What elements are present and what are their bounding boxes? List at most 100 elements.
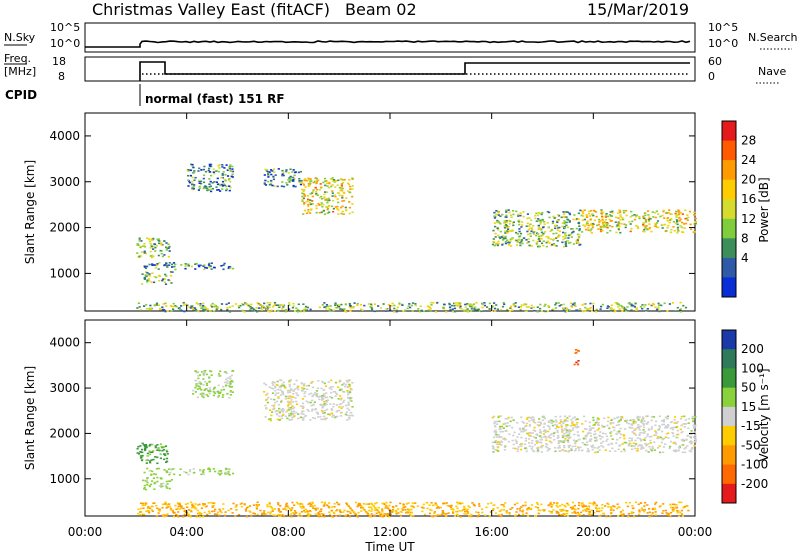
- velocity-cell: [529, 507, 533, 510]
- power-cell: [339, 187, 342, 190]
- power-cell: [161, 278, 165, 281]
- velocity-cell: [202, 503, 205, 505]
- power-cell: [326, 198, 329, 200]
- velocity-cell: [617, 421, 620, 424]
- frequency-panel: [84, 56, 696, 82]
- velocity-cell: [314, 509, 318, 511]
- power-cell: [192, 166, 195, 169]
- velocity-cell: [576, 434, 579, 436]
- velocity-cell: [694, 441, 697, 443]
- velocity-cell: [159, 453, 162, 455]
- velocity-cell: [600, 445, 603, 447]
- power-cell: [568, 220, 571, 222]
- velocity-cell: [647, 421, 650, 423]
- power-cell: [217, 189, 220, 191]
- velocity-cell: [444, 514, 447, 516]
- power-cell: [510, 230, 513, 232]
- velocity-cell: [683, 415, 686, 418]
- velocity-cell: [591, 446, 594, 448]
- velocity-cell: [184, 511, 187, 514]
- velocity-cell: [576, 515, 580, 517]
- velocity-cell: [348, 390, 351, 393]
- velocity-cell: [537, 512, 540, 515]
- velocity-cell: [493, 422, 496, 425]
- power-cell: [398, 303, 401, 306]
- power-cell: [353, 302, 356, 304]
- velocity-cell: [264, 404, 267, 407]
- power-cell: [267, 180, 270, 183]
- power-cell: [324, 191, 327, 193]
- velocity-cell: [505, 512, 508, 514]
- velocity-cell: [577, 504, 581, 507]
- velocity-cell: [323, 412, 326, 414]
- power-cell: [348, 302, 351, 305]
- power-cell: [138, 237, 141, 239]
- velocity-cell: [615, 442, 618, 444]
- velocity-cell: [148, 445, 151, 447]
- velocity-cell: [139, 502, 143, 505]
- power-cell: [598, 218, 601, 221]
- power-cell: [242, 310, 245, 312]
- power-cell: [319, 204, 322, 206]
- velocity-cell: [573, 363, 576, 366]
- power-cell: [626, 310, 629, 312]
- power-cell: [348, 306, 351, 308]
- freq-tick-low: 8: [58, 70, 65, 83]
- power-cell: [672, 226, 675, 228]
- power-cell: [263, 302, 266, 305]
- colorbar-swatch: [722, 160, 736, 181]
- power-cell: [167, 255, 170, 258]
- power-cell: [510, 216, 513, 218]
- velocity-cell: [516, 502, 519, 504]
- y-tick-label: 1000: [49, 472, 80, 486]
- power-cell: [199, 180, 203, 183]
- power-cell: [318, 204, 321, 206]
- velocity-cell: [619, 427, 622, 430]
- velocity-cell: [217, 390, 220, 393]
- velocity-cell: [278, 514, 281, 516]
- velocity-cell: [676, 436, 679, 439]
- power-cell: [563, 226, 566, 228]
- velocity-cell: [404, 509, 407, 511]
- velocity-cell: [675, 426, 678, 429]
- x-tick-label: 04:00: [169, 525, 204, 539]
- power-cell: [581, 219, 584, 221]
- power-cell: [175, 305, 178, 308]
- velocity-cell: [328, 506, 331, 509]
- velocity-cell: [637, 418, 640, 420]
- power-cell: [684, 306, 688, 309]
- power-cell: [220, 183, 223, 186]
- velocity-cell: [536, 506, 540, 509]
- power-cell: [217, 170, 220, 173]
- velocity-cell: [571, 420, 574, 423]
- power-cell: [303, 194, 306, 196]
- power-cell: [340, 206, 343, 209]
- velocity-cell: [625, 441, 628, 444]
- power-cell: [307, 210, 310, 213]
- velocity-cell: [554, 415, 557, 418]
- velocity-cell: [624, 420, 627, 422]
- velocity-cell: [607, 503, 610, 506]
- power-cell: [493, 222, 496, 224]
- velocity-cell: [213, 387, 216, 390]
- power-cell: [619, 211, 622, 214]
- velocity-cell: [301, 410, 304, 413]
- power-cell: [153, 264, 156, 266]
- velocity-cell: [348, 515, 351, 518]
- power-cell: [663, 217, 666, 219]
- velocity-cell: [147, 506, 150, 508]
- power-cell: [601, 303, 604, 306]
- power-cell: [263, 307, 266, 309]
- velocity-cell: [592, 419, 595, 421]
- power-cell: [221, 188, 224, 190]
- velocity-cell: [190, 509, 193, 512]
- velocity-cell: [323, 400, 326, 403]
- power-cell: [196, 303, 200, 305]
- velocity-cell: [680, 509, 683, 512]
- velocity-cell: [193, 505, 196, 508]
- power-cell: [324, 177, 327, 180]
- velocity-cell: [195, 371, 198, 374]
- power-cell: [210, 188, 213, 190]
- velocity-cell: [548, 440, 551, 443]
- velocity-cell: [592, 416, 595, 419]
